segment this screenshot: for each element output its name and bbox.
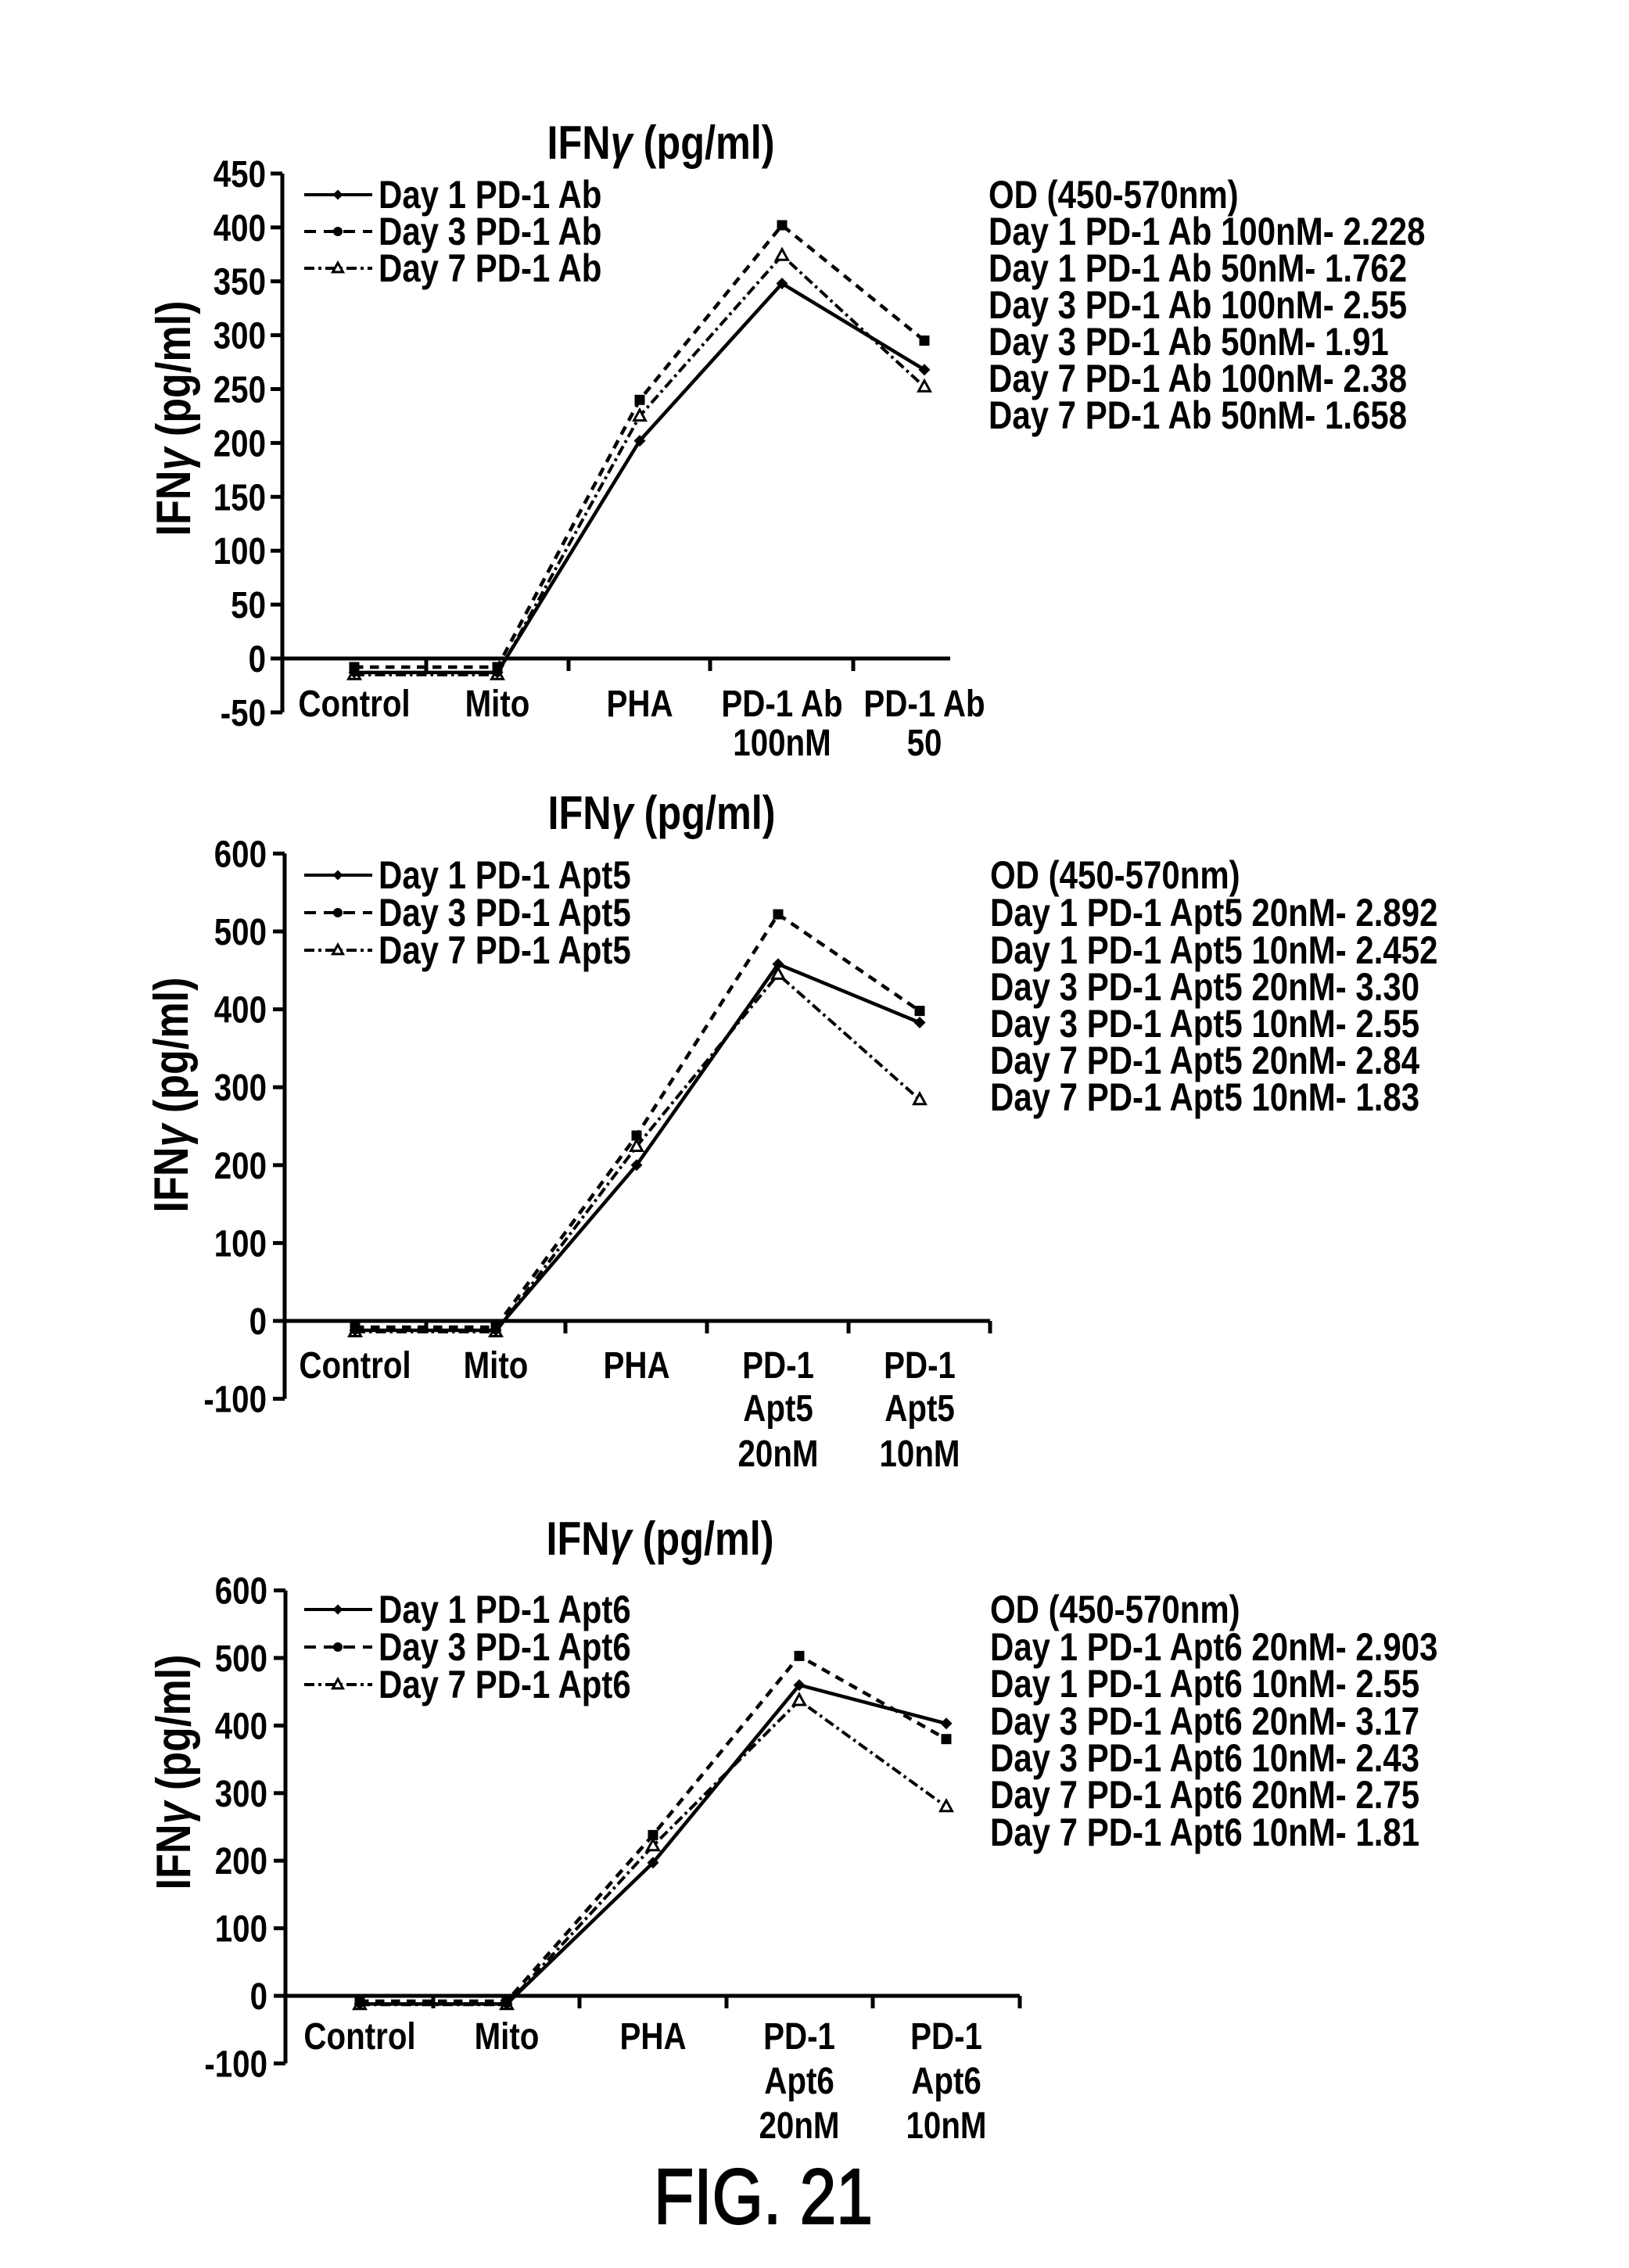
svg-text:600: 600: [214, 834, 267, 875]
svg-text:OD (450-570nm): OD (450-570nm): [990, 1588, 1240, 1631]
svg-text:500: 500: [214, 912, 267, 953]
svg-text:PD-1 Ab: PD-1 Ab: [863, 684, 985, 725]
svg-text:-100: -100: [204, 2044, 267, 2085]
svg-text:100nM: 100nM: [733, 723, 831, 764]
svg-text:Day 3 PD-1 Apt6: Day 3 PD-1 Apt6: [379, 1625, 631, 1669]
svg-text:Day 3 PD-1 Apt6 10nM- 2.43: Day 3 PD-1 Apt6 10nM- 2.43: [990, 1736, 1419, 1780]
svg-text:PD-1: PD-1: [910, 2016, 982, 2058]
svg-text:400: 400: [213, 208, 266, 249]
svg-text:Day 1 PD-1 Apt5 20nM- 2.892: Day 1 PD-1 Apt5 20nM- 2.892: [990, 891, 1437, 935]
svg-text:PHA: PHA: [606, 684, 673, 725]
svg-text:Day 7 PD-1 Ab 100nM- 2.38: Day 7 PD-1 Ab 100nM- 2.38: [989, 357, 1407, 400]
svg-text:Day 1 PD-1 Apt6: Day 1 PD-1 Apt6: [379, 1588, 631, 1631]
svg-text:Day 7 PD-1 Apt6: Day 7 PD-1 Apt6: [379, 1663, 631, 1706]
svg-text:Day 1 PD-1 Apt5 10nM- 2.452: Day 1 PD-1 Apt5 10nM- 2.452: [990, 928, 1437, 972]
svg-text:Day 3 PD-1 Ab 100nM- 2.55: Day 3 PD-1 Ab 100nM- 2.55: [989, 283, 1407, 327]
svg-text:300: 300: [214, 1068, 267, 1109]
svg-text:IFNγ (pg/ml): IFNγ (pg/ml): [547, 787, 775, 839]
svg-text:Day 3 PD-1 Apt5: Day 3 PD-1 Apt5: [379, 891, 631, 935]
svg-text:Day 1 PD-1 Ab: Day 1 PD-1 Ab: [379, 173, 601, 217]
svg-text:PD-1: PD-1: [884, 1345, 956, 1387]
svg-text:Day 1 PD-1 Apt6 20nM- 2.903: Day 1 PD-1 Apt6 20nM- 2.903: [990, 1625, 1437, 1669]
svg-text:Day 1 PD-1 Apt5: Day 1 PD-1 Apt5: [379, 853, 631, 897]
svg-text:Mito: Mito: [464, 1345, 529, 1387]
svg-text:PHA: PHA: [603, 1345, 669, 1387]
svg-text:50: 50: [907, 723, 942, 764]
svg-text:Day 7 PD-1 Apt5: Day 7 PD-1 Apt5: [379, 928, 631, 972]
svg-text:FIG. 21: FIG. 21: [654, 2152, 873, 2241]
svg-text:IFNγ (pg/ml): IFNγ (pg/ml): [147, 301, 201, 536]
svg-text:IFNγ (pg/ml): IFNγ (pg/ml): [546, 1513, 773, 1565]
svg-text:Control: Control: [303, 2016, 415, 2058]
svg-text:Day 7 PD-1 Ab: Day 7 PD-1 Ab: [379, 246, 601, 290]
svg-text:Day 7 PD-1 Apt5 20nM- 2.84: Day 7 PD-1 Apt5 20nM- 2.84: [990, 1039, 1419, 1082]
svg-text:200: 200: [213, 423, 266, 465]
svg-text:-50: -50: [221, 693, 266, 734]
svg-text:Day 3 PD-1 Ab 50nM- 1.91: Day 3 PD-1 Ab 50nM- 1.91: [989, 320, 1389, 364]
svg-text:IFNγ (pg/ml): IFNγ (pg/ml): [145, 978, 199, 1213]
svg-text:200: 200: [214, 1146, 267, 1187]
svg-text:500: 500: [215, 1638, 267, 1680]
svg-text:Day 1 PD-1 Ab 100nM- 2.228: Day 1 PD-1 Ab 100nM- 2.228: [989, 210, 1425, 253]
svg-text:Day 3 PD-1 Apt5 10nM- 2.55: Day 3 PD-1 Apt5 10nM- 2.55: [990, 1002, 1419, 1046]
svg-text:Mito: Mito: [465, 684, 530, 725]
svg-text:PD-1 Ab: PD-1 Ab: [721, 684, 842, 725]
svg-text:Apt6: Apt6: [764, 2061, 834, 2102]
svg-text:150: 150: [213, 477, 266, 519]
svg-text:250: 250: [213, 369, 266, 411]
svg-text:20nM: 20nM: [759, 2105, 839, 2147]
svg-text:Mito: Mito: [475, 2016, 540, 2058]
svg-text:Control: Control: [298, 684, 410, 725]
svg-text:Day 7 PD-1 Apt5 10nM- 1.83: Day 7 PD-1 Apt5 10nM- 1.83: [990, 1075, 1419, 1119]
svg-text:OD (450-570nm): OD (450-570nm): [990, 853, 1240, 897]
svg-text:200: 200: [215, 1841, 267, 1882]
svg-text:Day 7 PD-1 Apt6 20nM- 2.75: Day 7 PD-1 Apt6 20nM- 2.75: [990, 1773, 1419, 1817]
svg-text:IFNγ (pg/ml): IFNγ (pg/ml): [547, 117, 774, 169]
svg-text:450: 450: [213, 154, 266, 196]
svg-text:Day 3 PD-1 Apt6 20nM- 3.17: Day 3 PD-1 Apt6 20nM- 3.17: [990, 1699, 1419, 1743]
svg-text:Day 1 PD-1 Ab 50nM- 1.762: Day 1 PD-1 Ab 50nM- 1.762: [989, 246, 1407, 290]
svg-text:Day 3 PD-1 Ab: Day 3 PD-1 Ab: [379, 210, 601, 253]
svg-text:Day 3 PD-1 Apt5 20nM- 3.30: Day 3 PD-1 Apt5 20nM- 3.30: [990, 965, 1419, 1009]
svg-text:100: 100: [215, 1908, 267, 1950]
svg-text:300: 300: [215, 1774, 267, 1815]
svg-text:20nM: 20nM: [737, 1434, 818, 1475]
svg-text:600: 600: [215, 1570, 267, 1612]
svg-text:100: 100: [214, 1223, 267, 1265]
svg-text:350: 350: [213, 261, 266, 303]
svg-text:Day 7 PD-1 Apt6 10nM- 1.81: Day 7 PD-1 Apt6 10nM- 1.81: [990, 1810, 1419, 1854]
svg-text:Control: Control: [299, 1345, 411, 1387]
svg-text:Apt6: Apt6: [911, 2061, 981, 2102]
svg-text:100: 100: [213, 531, 266, 572]
svg-text:10nM: 10nM: [879, 1434, 960, 1475]
svg-text:Apt5: Apt5: [884, 1388, 955, 1430]
svg-text:400: 400: [215, 1706, 267, 1747]
svg-text:Day 1 PD-1 Apt6 10nM- 2.55: Day 1 PD-1 Apt6 10nM- 2.55: [990, 1662, 1419, 1706]
svg-text:IFNγ (pg/ml): IFNγ (pg/ml): [147, 1655, 201, 1890]
svg-text:OD (450-570nm): OD (450-570nm): [989, 173, 1239, 217]
svg-text:Apt5: Apt5: [743, 1388, 813, 1430]
svg-text:Day 7 PD-1 Ab 50nM- 1.658: Day 7 PD-1 Ab 50nM- 1.658: [989, 393, 1407, 437]
svg-text:-100: -100: [203, 1379, 267, 1420]
svg-text:0: 0: [249, 639, 266, 680]
svg-text:400: 400: [214, 989, 267, 1031]
svg-text:300: 300: [213, 315, 266, 357]
svg-text:0: 0: [250, 1976, 267, 2018]
svg-text:PD-1: PD-1: [742, 1345, 814, 1387]
svg-text:0: 0: [249, 1301, 267, 1343]
svg-text:PHA: PHA: [619, 2016, 686, 2058]
svg-text:10nM: 10nM: [906, 2105, 986, 2147]
svg-text:50: 50: [231, 585, 266, 626]
svg-text:PD-1: PD-1: [763, 2016, 835, 2058]
